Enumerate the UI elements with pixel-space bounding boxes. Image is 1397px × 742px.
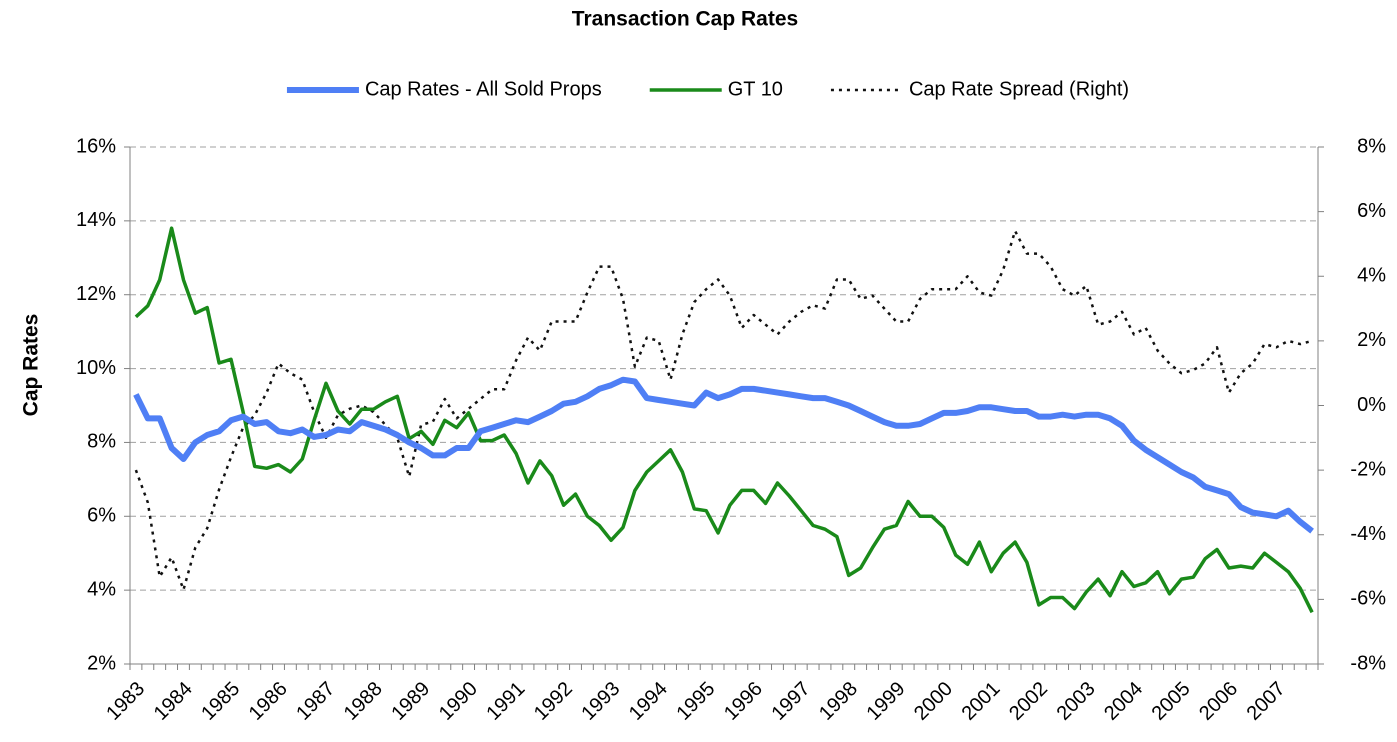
- y-tick-label: 8%: [87, 431, 116, 453]
- x-tick-label: 1985: [197, 678, 244, 725]
- x-tick-label: 1999: [863, 678, 910, 725]
- series-line: [134, 229, 1313, 591]
- x-tick-label: 1989: [387, 678, 434, 725]
- chart-title: Transaction Cap Rates: [572, 8, 798, 31]
- legend-label: Cap Rate Spread (Right): [909, 78, 1129, 100]
- x-tick-label: 1991: [482, 678, 529, 725]
- x-tick-label: 2000: [910, 678, 957, 725]
- x-tick-label: 1986: [245, 678, 292, 725]
- x-tick-label: 2007: [1243, 678, 1290, 725]
- y-axis-title: Cap Rates: [20, 314, 43, 417]
- x-tick-label: 1984: [150, 678, 197, 725]
- legend-label: Cap Rates - All Sold Props: [365, 78, 602, 100]
- x-tick-label: 1987: [292, 678, 339, 725]
- x-tick-label: 1983: [102, 678, 149, 725]
- y2-tick-label: -4%: [1350, 523, 1386, 545]
- x-tick-label: 2002: [1005, 678, 1052, 725]
- x-tick-label: 1994: [625, 678, 672, 725]
- x-tick-label: 2004: [1100, 678, 1147, 725]
- y-tick-label: 4%: [87, 578, 116, 600]
- y2-tick-label: -8%: [1350, 652, 1386, 674]
- y2-tick-label: 0%: [1357, 394, 1386, 416]
- y2-tick-label: -6%: [1350, 588, 1386, 610]
- y-tick-label: 6%: [87, 505, 116, 527]
- series-line: [133, 376, 1314, 534]
- x-tick-label: 2001: [958, 678, 1005, 725]
- x-tick-label: 2005: [1148, 678, 1195, 725]
- x-tick-label: 2003: [1053, 678, 1100, 725]
- y2-tick-label: 8%: [1357, 135, 1386, 157]
- x-tick-label: 1996: [720, 678, 767, 725]
- y-tick-label: 16%: [76, 135, 116, 157]
- y2-tick-label: 6%: [1357, 200, 1386, 222]
- y2-tick-label: -2%: [1350, 458, 1386, 480]
- y2-tick-label: 2%: [1357, 329, 1386, 351]
- x-tick-label: 1992: [530, 678, 577, 725]
- y2-tick-label: 4%: [1357, 265, 1386, 287]
- y-tick-label: 14%: [76, 209, 116, 231]
- x-tick-label: 1993: [577, 678, 624, 725]
- x-tick-label: 1990: [435, 678, 482, 725]
- x-tick-label: 2006: [1195, 678, 1242, 725]
- x-tick-label: 1997: [767, 678, 814, 725]
- series-line: [134, 226, 1314, 614]
- legend-label: GT 10: [728, 78, 783, 100]
- y-tick-label: 12%: [76, 283, 116, 305]
- x-tick-label: 1995: [672, 678, 719, 725]
- x-tick-label: 1988: [340, 678, 387, 725]
- y-tick-label: 10%: [76, 357, 116, 379]
- y-tick-label: 2%: [87, 652, 116, 674]
- x-tick-label: 1998: [815, 678, 862, 725]
